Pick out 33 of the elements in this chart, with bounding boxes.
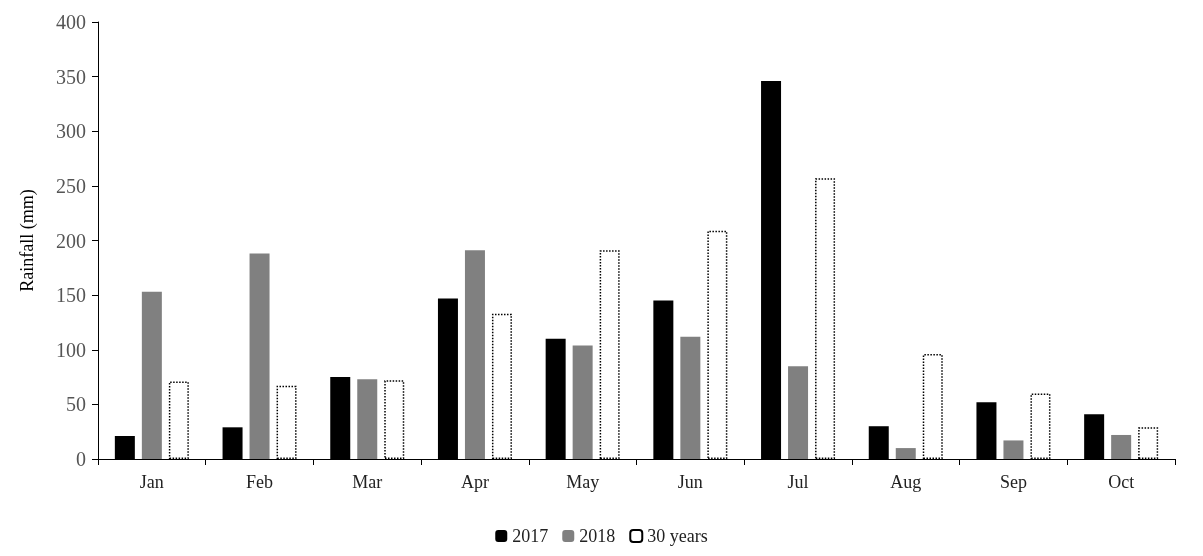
x-tick-label: Mar (352, 472, 383, 492)
x-tick-label: Oct (1108, 472, 1135, 492)
x-tick-label: Apr (460, 472, 489, 492)
y-tick-label: 400 (56, 11, 86, 33)
x-tick-label: Jun (677, 472, 703, 492)
x-tick-label: Sep (999, 472, 1027, 492)
x-tick-label: Feb (246, 472, 274, 492)
bar (249, 253, 270, 459)
bar (680, 336, 701, 459)
bar (788, 366, 809, 459)
x-tick-label: Aug (890, 472, 922, 492)
y-tick-label: 350 (56, 65, 86, 88)
bar (464, 250, 485, 459)
y-tick-label: 300 (56, 120, 86, 143)
y-tick-label: 50 (66, 393, 86, 416)
bar (895, 448, 916, 459)
bar (572, 345, 593, 459)
y-tick-label: 150 (56, 284, 86, 307)
x-tick-label: Jul (787, 472, 809, 492)
x-tick-label: Jan (139, 472, 164, 492)
legend-label: 2018 (579, 526, 616, 546)
legend-label: 2017 (512, 526, 549, 546)
y-tick-label: 200 (56, 229, 86, 252)
x-tick-label: May (566, 472, 600, 492)
legend-label: 30 years (647, 526, 708, 546)
y-tick-label: 0 (76, 448, 86, 470)
y-axis-title: Rainfall (mm) (17, 189, 38, 292)
bar (357, 379, 378, 459)
bar (1111, 434, 1132, 459)
bar (141, 291, 162, 459)
y-tick-label: 100 (56, 338, 86, 361)
y-tick-label: 250 (56, 174, 86, 197)
bar (1003, 440, 1024, 459)
